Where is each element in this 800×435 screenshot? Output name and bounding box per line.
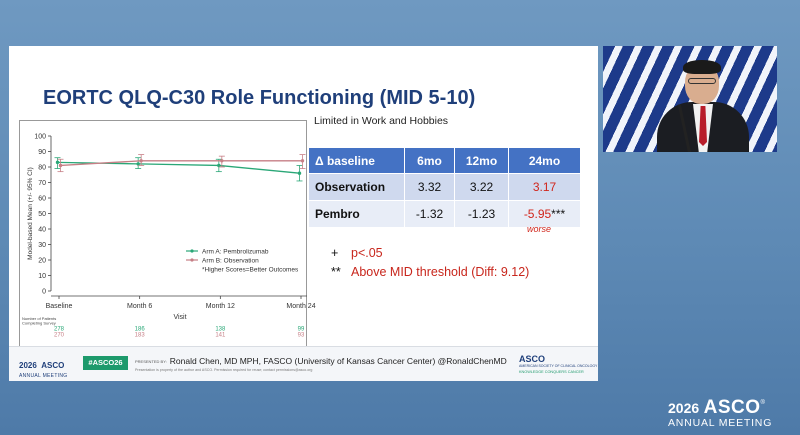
event-year: 2026	[668, 400, 700, 416]
y-tick-label: 10	[38, 273, 46, 280]
header-24mo: 24mo	[508, 147, 581, 174]
legend-label: Arm B: Observation	[202, 258, 259, 265]
event-logo: 2026 ASCO® ANNUAL MEETING	[668, 397, 772, 429]
event-name: ASCO	[703, 397, 761, 418]
patients-label: Completing Survey	[22, 321, 56, 326]
header-12mo: 12mo	[454, 147, 509, 174]
data-point	[217, 163, 221, 168]
footnote-text: Above MID threshold (Diff: 9.12)	[351, 265, 530, 279]
x-tick-label: Month 12	[206, 303, 235, 310]
hashtag-badge: #ASCO26	[83, 356, 128, 370]
table-row-pembro: Pembro -1.32 -1.23 -5.95***	[308, 200, 581, 228]
y-tick-label: 100	[34, 134, 46, 141]
row-label-observation: Observation	[308, 173, 405, 201]
chart-svg: 0 10 20 30 40 50 60 70 80 90 100 Baseline Month 6 Mon…	[22, 134, 316, 339]
footnote-p-value: + p<.05	[331, 244, 529, 263]
patients-count-arm-a: 278	[54, 327, 65, 333]
table-row-observation: Observation 3.32 3.22 3.17	[308, 173, 581, 201]
y-tick-label: 40	[38, 227, 46, 234]
table-header-row: Δ baseline 6mo 12mo 24mo	[308, 147, 581, 174]
y-tick-label: 30	[38, 242, 46, 249]
slide-title: EORTC QLQ-C30 Role Functioning (MID 5-10…	[43, 87, 476, 109]
y-axis-label: Model-based Mean (+/- 95% CI)	[27, 167, 34, 260]
event-meeting: ANNUAL MEETING	[668, 417, 773, 429]
table-cell-highlight: 3.17	[508, 173, 581, 201]
legend-marker	[190, 258, 194, 262]
presented-by-label: PRESENTED BY:	[135, 359, 167, 364]
speaker-glasses	[688, 78, 716, 84]
y-tick-label: 90	[38, 149, 46, 156]
y-tick-label: 60	[38, 196, 46, 203]
data-point	[139, 159, 143, 163]
patients-count-arm-b: 183	[135, 333, 146, 339]
brand-subtitle: AMERICAN SOCIETY OF CLINICAL ONCOLOGY	[519, 364, 598, 368]
asco-meeting-logo: 2026 ASCO ANNUAL MEETING	[19, 355, 75, 379]
presentation-slide: EORTC QLQ-C30 Role Functioning (MID 5-10…	[9, 46, 598, 381]
logo-year: 2026	[19, 361, 37, 370]
delta-baseline-table: Δ baseline 6mo 12mo 24mo Observation 3.3…	[308, 147, 581, 228]
slide-footer: 2026 ASCO ANNUAL MEETING #ASCO26 PRESENT…	[9, 346, 598, 381]
header-delta-baseline: Δ baseline	[308, 147, 405, 174]
asco-brand-logo: ASCO AMERICAN SOCIETY OF CLINICAL ONCOLO…	[519, 354, 599, 374]
legend-marker	[190, 249, 194, 253]
y-tick-label: 80	[38, 165, 46, 172]
data-point	[55, 160, 60, 165]
legend-label: Arm A: Pembrolizumab	[202, 249, 269, 256]
table-cell-highlight: -5.95***	[508, 200, 581, 228]
patients-count-arm-b: 270	[54, 333, 65, 339]
patients-count-arm-a: 99	[298, 327, 305, 333]
patients-count-arm-b: 93	[298, 333, 305, 339]
brand-tagline: KNOWLEDGE CONQUERS CANCER	[519, 370, 584, 374]
y-tick-label: 70	[38, 180, 46, 187]
significance-marker: ***	[551, 207, 566, 221]
data-point	[220, 159, 224, 163]
footnote-symbol: +	[331, 246, 339, 260]
y-tick-label: 20	[38, 258, 46, 265]
data-point	[300, 159, 305, 163]
header-6mo: 6mo	[404, 147, 455, 174]
registered-mark: ®	[760, 400, 765, 406]
table-cell: 3.32	[404, 173, 455, 201]
speaker-video	[603, 46, 777, 152]
patients-count-arm-a: 138	[215, 327, 226, 333]
series-line	[60, 160, 303, 167]
y-tick-label: 50	[38, 211, 46, 218]
y-tick-label: 0	[42, 289, 46, 296]
legend-note: *Higher Scores=Better Outcomes	[202, 267, 299, 274]
disclaimer: Presentation is property of the author a…	[135, 368, 313, 372]
data-point	[297, 171, 302, 175]
table-cell: -1.23	[454, 200, 509, 228]
table-subtitle: Limited in Work and Hobbies	[314, 115, 449, 127]
footnotes: + p<.05 ** Above MID threshold (Diff: 9.12…	[331, 244, 529, 282]
table-cell: -1.32	[404, 200, 455, 228]
worse-annotation: worse	[527, 224, 552, 234]
footnote-text: p<.05	[351, 246, 383, 260]
x-tick-label: Month 6	[127, 303, 152, 310]
table-cell: 3.22	[454, 173, 509, 201]
footnote-mid: ** Above MID threshold (Diff: 9.12)	[331, 263, 529, 282]
x-axis-label: Visit	[173, 314, 186, 321]
patients-count-arm-a: 186	[135, 327, 146, 333]
logo-name: ASCO	[41, 361, 65, 370]
x-tick-label: Month 24	[286, 303, 315, 310]
patients-label: Number of Patients	[22, 316, 56, 321]
patients-count-arm-b: 141	[215, 333, 226, 339]
presenter-name: Ronald Chen, MD MPH, FASCO (University o…	[169, 356, 507, 366]
row-label-pembro: Pembro	[308, 200, 405, 228]
presenter-line: PRESENTED BY: Ronald Chen, MD MPH, FASCO …	[135, 356, 507, 366]
x-tick-label: Baseline	[46, 303, 73, 310]
footnote-symbol: **	[331, 265, 341, 279]
speaker-hair	[683, 60, 721, 74]
pembro-24mo-value: -5.95	[523, 207, 552, 221]
logo-meeting: ANNUAL MEETING	[19, 373, 68, 379]
speaker-tie	[699, 106, 707, 146]
data-point	[136, 162, 140, 166]
data-point	[58, 163, 63, 168]
brand-name: ASCO	[519, 354, 546, 364]
